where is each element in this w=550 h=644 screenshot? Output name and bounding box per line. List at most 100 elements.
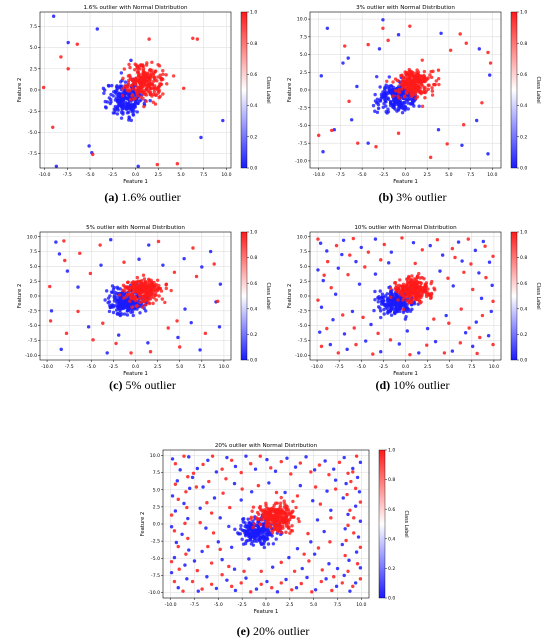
- outlier-point: [259, 569, 263, 573]
- cluster-point: [422, 69, 427, 74]
- cluster-point: [145, 291, 149, 295]
- outlier-point: [350, 309, 355, 314]
- outlier-point: [198, 520, 202, 525]
- cluster-point: [408, 69, 412, 74]
- outlier-point: [220, 557, 224, 562]
- outlier-point: [460, 259, 464, 263]
- cluster-point: [271, 507, 275, 512]
- cluster-point: [117, 94, 122, 99]
- outlier-point: [413, 261, 417, 266]
- cluster-point: [118, 310, 122, 315]
- cluster-point: [258, 504, 263, 509]
- outlier-point: [302, 552, 306, 556]
- outlier-point: [206, 544, 210, 549]
- cluster-point: [426, 83, 430, 87]
- cluster-point: [422, 89, 426, 93]
- outlier-point: [376, 331, 380, 336]
- caption-d: (d) 10% outlier: [280, 378, 545, 393]
- cluster-point: [417, 104, 421, 108]
- outlier-point: [155, 162, 160, 167]
- colorbar-tick-label: 0.8: [520, 255, 527, 261]
- cluster-point: [379, 315, 383, 320]
- outlier-point: [349, 118, 354, 122]
- outlier-point: [327, 562, 331, 566]
- cluster-point: [254, 534, 258, 538]
- outlier-point: [169, 525, 174, 529]
- outlier-point: [285, 456, 289, 460]
- outlier-point: [353, 486, 358, 491]
- cluster-point: [132, 109, 136, 113]
- cluster-point: [261, 542, 266, 546]
- outlier-point: [480, 313, 485, 318]
- cluster-point: [118, 295, 122, 300]
- cluster-point: [289, 528, 293, 533]
- caption-text: 10% outlier: [393, 378, 450, 392]
- cluster-point: [248, 533, 253, 537]
- cluster-point: [391, 105, 395, 109]
- outlier-point: [346, 272, 350, 277]
- outlier-point: [312, 468, 317, 472]
- outlier-point: [239, 498, 243, 502]
- colorbar-label: Class Label: [535, 282, 541, 309]
- cluster-point: [400, 102, 404, 107]
- x-tick-label: 5.0: [176, 364, 183, 370]
- colorbar-tick-label: 0.4: [388, 536, 395, 542]
- outlier-point: [479, 296, 484, 301]
- cluster-point: [253, 539, 257, 543]
- outlier-point: [316, 298, 320, 302]
- cluster-point: [410, 300, 414, 304]
- outlier-point: [463, 331, 468, 335]
- colorbar-tick-label: 0.0: [520, 358, 527, 364]
- cluster-point: [254, 515, 259, 520]
- cluster-point: [148, 92, 152, 97]
- cluster-point: [133, 68, 137, 72]
- colorbar-tick-label: 0.8: [520, 41, 527, 47]
- outlier-point: [400, 236, 404, 240]
- outlier-point: [358, 566, 363, 570]
- cluster-point: [164, 283, 168, 287]
- outlier-point: [176, 335, 180, 340]
- outlier-point: [208, 249, 213, 254]
- outlier-point: [481, 239, 486, 244]
- caption-c: (c) 5% outlier: [10, 378, 275, 393]
- cluster-point: [151, 301, 155, 306]
- outlier-point: [233, 464, 238, 469]
- outlier-point: [156, 239, 161, 244]
- chart-title: 1.6% outlier with Normal Distribution: [83, 5, 188, 11]
- cluster-point: [269, 525, 273, 530]
- outlier-point: [341, 61, 345, 65]
- cluster-point: [386, 107, 390, 111]
- cluster-point: [127, 288, 131, 293]
- cluster-point: [135, 280, 139, 284]
- cluster-point: [266, 542, 271, 546]
- outlier-point: [218, 282, 223, 286]
- cluster-point: [105, 100, 110, 104]
- outlier-point: [170, 457, 175, 461]
- cluster-point: [415, 86, 420, 91]
- cluster-point: [150, 68, 154, 73]
- cluster-point: [384, 83, 388, 87]
- outlier-point: [351, 584, 355, 589]
- outlier-point: [189, 320, 193, 325]
- cluster-point: [120, 93, 125, 98]
- cluster-point: [382, 312, 386, 316]
- cluster-point: [140, 90, 144, 94]
- plot-frame: [39, 11, 232, 169]
- cluster-point: [131, 112, 135, 116]
- caption-letter: (d): [375, 378, 391, 392]
- cluster-point: [437, 82, 441, 87]
- x-tick-label: 10.0: [487, 172, 497, 178]
- caption-text: 3% outlier: [396, 190, 447, 204]
- cluster-point: [122, 67, 127, 71]
- outlier-point: [190, 475, 195, 480]
- outlier-point: [220, 467, 224, 471]
- outlier-point: [491, 254, 495, 258]
- y-tick-label: -10.0: [295, 159, 307, 165]
- cluster-point: [272, 522, 276, 526]
- colorbar-tick-label: 0.2: [250, 332, 257, 338]
- cluster-point: [373, 297, 377, 302]
- outlier-point: [54, 164, 59, 169]
- cluster-point: [126, 74, 131, 78]
- outlier-point: [66, 67, 70, 71]
- cluster-point: [417, 298, 421, 302]
